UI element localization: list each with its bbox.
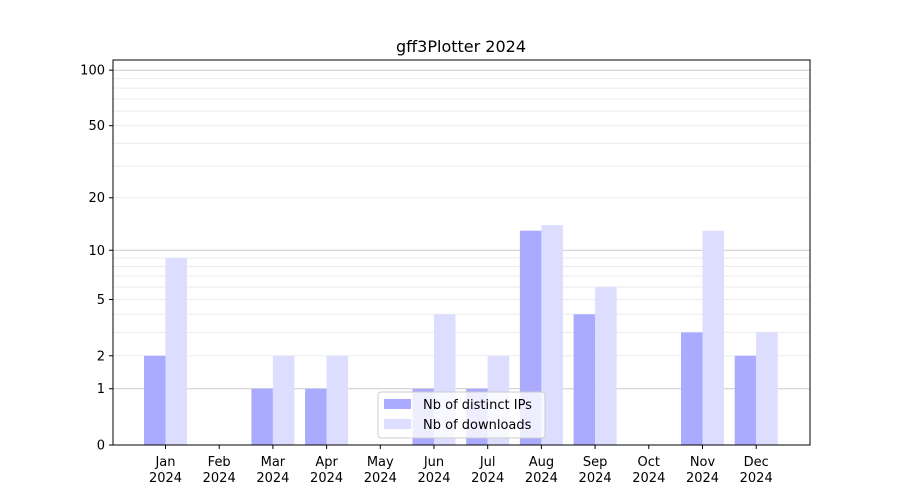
y-tick-label: 10 (88, 244, 105, 259)
chart-title: gff3Plotter 2024 (396, 37, 526, 56)
bar-distinct-ips (144, 355, 166, 445)
bar-downloads (541, 225, 563, 445)
legend-swatch (384, 419, 411, 429)
bar-downloads (702, 230, 724, 445)
bar-downloads (756, 332, 778, 445)
legend-swatch (384, 399, 411, 409)
y-tick-label: 50 (88, 119, 105, 134)
x-tick-label: Nov 2024 (686, 455, 719, 486)
x-tick-label: Jun 2024 (417, 455, 450, 486)
y-tick-label: 1 (97, 382, 105, 397)
y-tick-label: 5 (97, 293, 105, 308)
bar-downloads (272, 355, 295, 445)
legend-label: Nb of downloads (423, 418, 532, 433)
x-tick-label: Jul 2024 (471, 455, 504, 486)
x-tick-label: Aug 2024 (525, 455, 558, 486)
x-tick-label: Dec 2024 (740, 455, 773, 486)
bar-downloads (326, 355, 349, 445)
legend: Nb of distinct IPs Nb of downloads (377, 391, 546, 439)
bar-distinct-ips (734, 355, 757, 445)
x-tick-label: Sep 2024 (579, 455, 612, 486)
x-tick-label: Apr 2024 (310, 455, 343, 486)
y-tick-label: 100 (80, 64, 105, 79)
bar-distinct-ips (681, 332, 703, 445)
plot-frame (112, 59, 811, 446)
x-tick-label: May 2024 (364, 455, 397, 486)
bar-downloads (165, 258, 187, 445)
y-tick-label: 0 (97, 439, 105, 454)
bar-distinct-ips (573, 314, 596, 445)
bar-distinct-ips (305, 388, 327, 445)
y-tick-label: 2 (97, 349, 105, 364)
y-tick-label: 20 (88, 191, 105, 206)
bar-downloads (595, 286, 617, 445)
bar-distinct-ips (251, 388, 273, 445)
x-tick-label: Feb 2024 (203, 455, 236, 486)
legend-box (377, 391, 546, 439)
x-tick-label: Jan 2024 (149, 455, 182, 486)
bar-distinct-ips (519, 230, 542, 445)
x-tick-label: Oct 2024 (632, 455, 665, 486)
legend-label: Nb of distinct IPs (423, 398, 532, 413)
x-tick-label: Mar 2024 (256, 455, 289, 486)
